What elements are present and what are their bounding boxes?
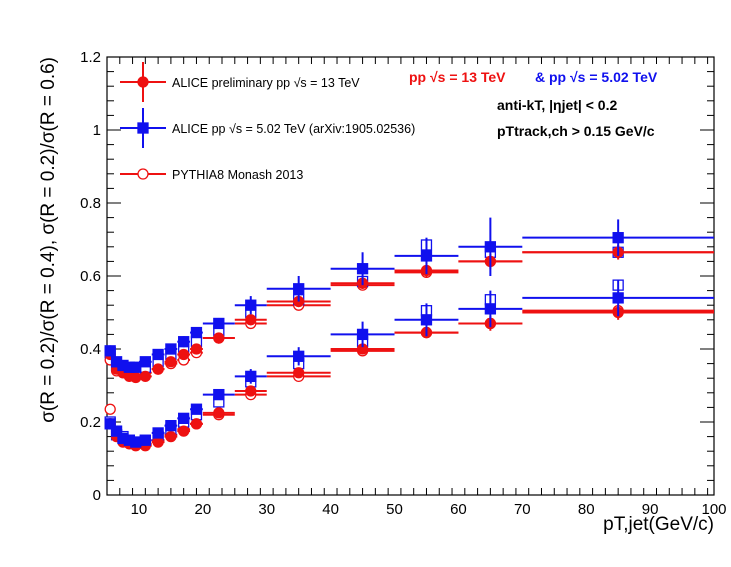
data-point [420,250,433,262]
y-tick-label: 0.8 [80,195,101,212]
data-point [420,314,433,326]
data-point [213,332,225,344]
data-point [213,388,225,401]
x-tick-label: 100 [701,501,726,518]
data-point [213,317,225,330]
legend-layer: ALICE preliminary pp √s = 13 TeV ALICE pp… [120,62,415,182]
data-point [178,336,190,348]
data-point [130,371,142,384]
data-point [165,343,177,355]
data-point [152,363,164,375]
x-tick-label: 70 [514,501,531,518]
data-point [245,299,257,311]
legend-label: PYTHIA8 Monash 2013 [172,168,303,182]
data-point [152,348,164,361]
data-point [484,241,497,253]
legend-marker [137,122,149,134]
data-point [165,430,177,443]
data-point [293,283,305,295]
y-tick-label: 1.2 [80,49,101,66]
x-tick-label: 40 [322,501,339,518]
data-point [165,419,177,432]
y-tick-label: 1 [93,122,101,139]
x-axis-title: pT,jet(GeV/c) [603,514,714,535]
data-point [356,263,369,275]
data-point [245,385,257,397]
y-tick-label: 0.6 [80,268,101,285]
x-tick-label: 20 [194,501,211,518]
data-point [612,292,624,304]
data-point [190,418,203,430]
data-point [152,427,164,439]
legend-marker [137,168,149,180]
data-point [178,425,190,437]
data-layer [104,217,714,452]
y-axis-title: σ(R = 0.2)/σ(R = 0.4), σ(R = 0.2)/σ(R = … [38,57,59,423]
data-point [104,345,116,357]
header-pp13: pp √s = 13 TeV [409,69,506,85]
data-point [110,425,123,437]
data-point [178,348,190,361]
legend-entry: ALICE preliminary pp √s = 13 TeV [120,62,360,102]
y-tick-label: 0 [93,487,101,504]
data-point [139,356,151,368]
legend-marker [137,76,149,88]
x-tick-label: 80 [578,501,595,518]
header-jet-line: anti-kT, |ηjet| < 0.2 [497,97,617,113]
data-point [612,232,624,244]
data-point [130,436,142,448]
data-point [293,350,305,362]
data-point [178,412,190,425]
series-filled-square-R02R04 [104,279,714,448]
x-tick-label: 50 [386,501,403,518]
pythia-point [104,403,116,415]
legend-label: ALICE pp √s = 5.02 TeV (arXiv:1905.02536… [172,122,415,136]
data-point [213,407,225,419]
data-point [130,361,142,373]
legend-entry: ALICE pp √s = 5.02 TeV (arXiv:1905.02536… [120,108,415,148]
x-tick-label: 60 [450,501,467,518]
series-filled-square-R02R06 [104,217,714,373]
x-tick-label: 10 [131,501,148,518]
data-point [104,418,116,430]
axis-ticks-layer: 0 0.2 0.4 0.6 0.8 1 1.2 10 20 30 40 50 60 70 80 90 100 [80,49,726,518]
y-tick-label: 0.4 [80,341,101,358]
data-point [139,434,151,446]
data-point [356,328,369,341]
x-tick-label: 30 [258,501,275,518]
header-track-line: pTtrack,ch > 0.15 GeV/c [497,123,655,139]
legend-entry: PYTHIA8 Monash 2013 [120,168,303,182]
data-point [165,356,177,368]
legend-label: ALICE preliminary pp √s = 13 TeV [172,76,360,90]
data-point [139,370,151,383]
data-point [245,370,257,383]
x-tick-label: 90 [642,501,659,518]
header-pp502: & pp √s = 5.02 TeV [535,69,658,85]
data-point [293,367,305,379]
data-point [190,343,203,355]
data-point [190,326,203,339]
y-tick-label: 0.2 [80,414,101,431]
data-point [245,314,257,326]
data-point [484,303,497,315]
data-point [190,403,203,415]
